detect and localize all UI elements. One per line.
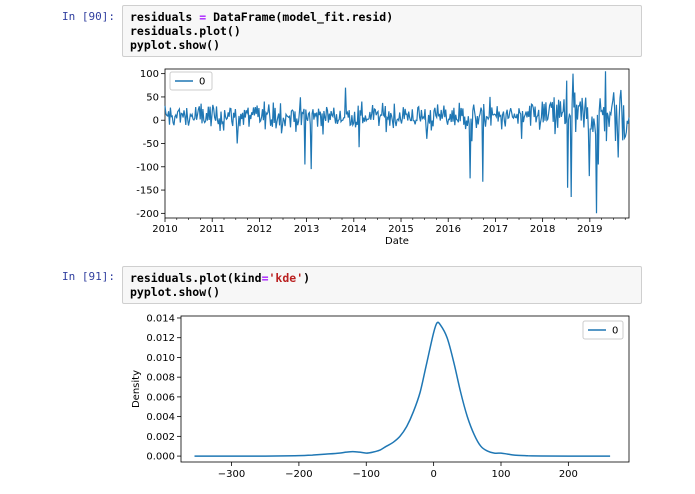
residuals-kde-plot: 0.000 0.002 0.004 0.006 0.008 0.010 0.012 0.014… (131, 313, 630, 480)
x-tick-label: 0 (430, 469, 436, 480)
legend-label: 0 (199, 77, 205, 88)
x-tick-label: 2012 (247, 224, 272, 235)
code-editor-90[interactable]: residuals = DataFrame(model_fit.resid) re… (122, 5, 642, 57)
x-tick-label: 2019 (577, 224, 602, 235)
y-tick-label: 100 (140, 69, 159, 80)
code-token: pyplot.show() (130, 38, 221, 52)
input-prompt-91: In [91]: (62, 270, 115, 283)
residuals-line-plot: 100 50 0 -50 -100 -150 -200 2010 2011 2012 2013 201… (136, 68, 630, 247)
y-tick-label: -200 (136, 209, 159, 220)
code-token: residuals.plot() (130, 24, 241, 38)
code-token: 'kde' (268, 271, 304, 285)
y-tick-label: 0.004 (146, 412, 175, 423)
code-token: residuals.plot(kind (130, 271, 262, 285)
y-tick-label: 0.000 (146, 452, 175, 463)
y-tick-label: 0.012 (146, 333, 175, 344)
x-tick-label: 200 (559, 469, 578, 480)
code-token: pyplot.show() (130, 285, 221, 299)
x-tick-label: 2017 (483, 224, 508, 235)
code-token: residuals (130, 10, 200, 24)
series-line-0 (164, 71, 630, 214)
code-token: = (199, 10, 207, 24)
input-prompt-90: In [90]: (62, 10, 115, 23)
notebook-cell-91: In [91]: residuals.plot(kind='kde') pyplo… (0, 262, 695, 494)
x-tick-label: 100 (491, 469, 510, 480)
plot-frame (180, 315, 630, 463)
legend: 0 (169, 71, 213, 91)
code-token: DataFrame(model_fit.resid) (206, 10, 394, 24)
y-tick-label: 0.010 (146, 353, 175, 364)
code-line: residuals.plot() (130, 24, 634, 38)
x-axis-label: Date (385, 236, 409, 247)
y-tick-label: 50 (146, 92, 159, 103)
code-editor-91[interactable]: residuals.plot(kind='kde') pyplot.show() (122, 266, 642, 304)
plot-frame (164, 68, 630, 219)
y-tick-label: -100 (136, 162, 159, 173)
code-line: residuals.plot(kind='kde') (130, 271, 634, 285)
code-token: = (261, 271, 269, 285)
x-tick-label: 2014 (341, 224, 366, 235)
x-tick-label: 2018 (530, 224, 555, 235)
x-tick-label: −100 (353, 469, 380, 480)
x-tick-label: 2015 (388, 224, 413, 235)
x-tick-label: 2013 (294, 224, 319, 235)
y-axis-label: Density (131, 370, 142, 408)
x-tick-label: −200 (285, 469, 312, 480)
legend: 0 (582, 320, 624, 340)
notebook-cell-90: In [90]: residuals = DataFrame(model_fit… (0, 0, 695, 247)
code-line: pyplot.show() (130, 38, 634, 52)
y-tick-label: 0.008 (146, 373, 175, 384)
x-tick-label: −300 (218, 469, 245, 480)
code-line: pyplot.show() (130, 285, 634, 299)
legend-label: 0 (612, 326, 618, 337)
y-tick-label: 0.006 (146, 392, 175, 403)
y-tick-label: -150 (136, 186, 159, 197)
y-tick-label: 0.014 (146, 313, 175, 324)
code-token: ) (303, 271, 311, 285)
x-tick-label: 2010 (152, 224, 177, 235)
y-tick-label: 0 (153, 116, 159, 127)
x-tick-label: 2011 (199, 224, 224, 235)
y-tick-label: -50 (143, 139, 159, 150)
code-line: residuals = DataFrame(model_fit.resid) (130, 10, 634, 24)
kde-line-0 (194, 321, 611, 457)
y-tick-label: 0.002 (146, 432, 175, 443)
x-tick-label: 2016 (435, 224, 460, 235)
